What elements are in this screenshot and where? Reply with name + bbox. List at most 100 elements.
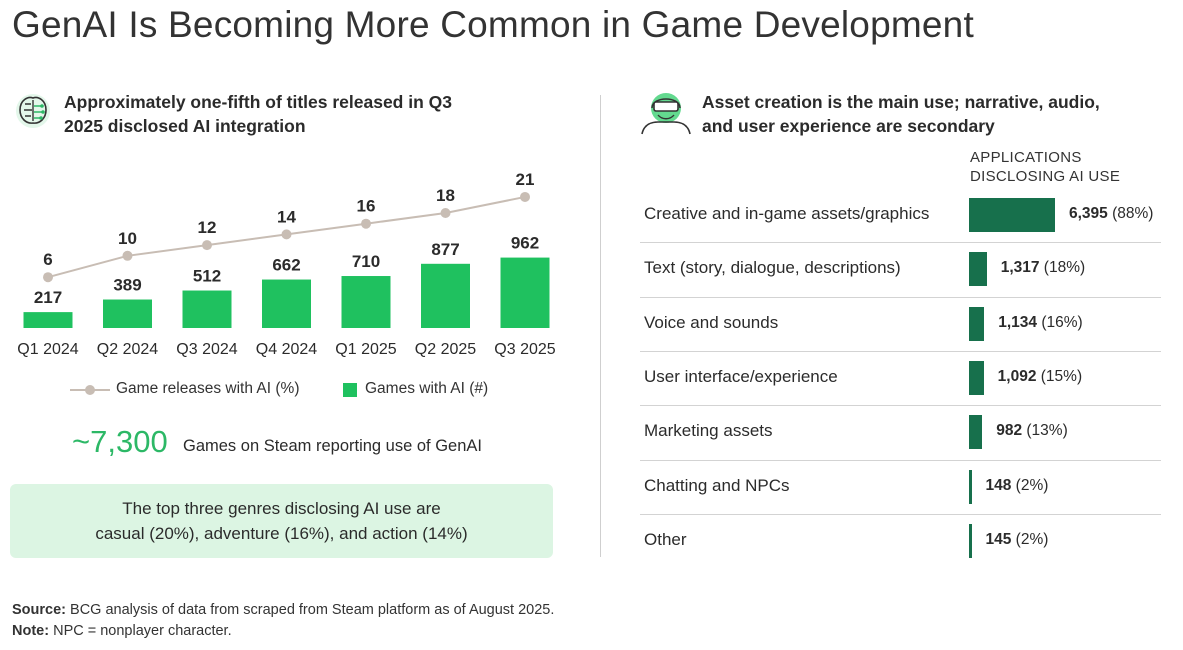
row-separator [640, 405, 1161, 407]
bar-value-label: 877 [431, 240, 459, 259]
legend-bar-label: Games with AI (#) [365, 380, 489, 397]
category-label: Creative and in-game assets/graphics [644, 204, 930, 223]
combo-chart: 217 389 512 662 710 877 962 6 10 12 14 16 18 21 Q1 202… [17, 170, 555, 358]
bar-value-label: 217 [34, 288, 62, 307]
category-percent: (18%) [1039, 259, 1086, 277]
category-count: 145 [985, 530, 1012, 548]
line-value-label: 6 [43, 250, 52, 269]
bar-games-with-ai [500, 257, 550, 328]
genre-callout: The top three genres disclosing AI use a… [10, 484, 553, 558]
category-value: 1,134 (16%) [998, 314, 1082, 332]
category-value: 982 (13%) [996, 422, 1068, 440]
bar-value-label: 962 [511, 234, 539, 253]
category-bar [969, 523, 972, 558]
vr-headset-user-icon [641, 93, 691, 135]
line-value-label: 14 [277, 207, 296, 226]
x-tick-label: Q4 2024 [256, 341, 317, 358]
category-count: 6,395 [1069, 205, 1108, 222]
right-panel-heading: Asset creation is the main use; narrativ… [702, 90, 1100, 138]
category-percent: (15%) [1036, 367, 1083, 385]
bar-games-with-ai [23, 312, 73, 328]
row-separator [640, 459, 1161, 461]
category-count: 1,317 [1000, 259, 1040, 277]
legend-line-marker [70, 385, 110, 395]
x-tick-label: Q3 2024 [176, 341, 237, 358]
line-value-label: 10 [118, 229, 137, 248]
column-header: APPLICATIONS DISCLOSING AI USE [970, 148, 1120, 186]
line-point [440, 208, 451, 218]
line-value-label: 21 [516, 170, 535, 189]
category-label: Voice and sounds [644, 312, 779, 332]
x-tick-label: Q1 2025 [335, 341, 396, 358]
column-header-line2: DISCLOSING AI USE [970, 168, 1121, 185]
bar-games-with-ai [421, 263, 470, 328]
category-value: 148 (2%) [986, 477, 1049, 495]
line-point [520, 191, 530, 202]
row-separator [640, 296, 1161, 298]
category-bar [969, 415, 983, 450]
left-heading-line2: 2025 disclosed AI integration [64, 116, 306, 136]
brain-circuit-icon [16, 94, 50, 128]
category-bar [969, 360, 984, 395]
note-text: NPC = nonplayer character. [49, 623, 232, 639]
genre-line1: The top three genres disclosing AI use a… [122, 499, 441, 518]
line-value-label: 12 [198, 218, 217, 237]
category-label: User interface/experience [644, 366, 838, 386]
category-value: 145 (2%) [986, 531, 1049, 549]
right-heading-line2: and user experience are secondary [702, 116, 995, 136]
category-percent: (2%) [1011, 530, 1049, 548]
line-value-label: 18 [436, 186, 455, 205]
page-title: GenAI Is Becoming More Common in Game De… [12, 4, 974, 45]
category-bar [969, 198, 1055, 232]
category-percent: (88%) [1107, 205, 1154, 222]
category-bar [969, 469, 972, 504]
source-text: BCG analysis of data from scraped from S… [66, 602, 555, 618]
line-value-label: 16 [357, 197, 376, 216]
legend-line-label: Game releases with AI (%) [116, 380, 300, 397]
category-label: Marketing assets [644, 421, 773, 441]
bar-games-with-ai [182, 290, 232, 328]
line-point [43, 272, 53, 283]
category-count: 982 [996, 422, 1023, 440]
category-value: 6,395 (88%) [1069, 205, 1153, 223]
genre-line2: casual (20%), adventure (16%), and actio… [95, 524, 468, 543]
line-point [122, 250, 133, 261]
bar-value-label: 662 [272, 256, 300, 275]
category-label: Other [644, 529, 687, 549]
bar-games-with-ai [341, 276, 391, 328]
left-panel-heading: Approximately one-fifth of titles releas… [64, 90, 452, 138]
category-value: 1,317 (18%) [1001, 259, 1085, 277]
x-tick-label: Q3 2025 [494, 341, 555, 358]
category-count: 1,134 [998, 313, 1038, 331]
big-stat-value: ~7,300 [72, 424, 168, 459]
category-bar [969, 252, 987, 287]
big-stat-label: Games on Steam reporting use of GenAI [183, 437, 482, 455]
category-count: 148 [985, 476, 1012, 494]
category-percent: (16%) [1037, 313, 1083, 331]
line-point [281, 229, 292, 240]
right-heading-line1: Asset creation is the main use; narrativ… [702, 92, 1100, 112]
x-tick-label: Q1 2024 [17, 341, 78, 358]
line-point [202, 240, 212, 251]
bar-value-label: 512 [193, 267, 221, 286]
row-separator [640, 350, 1161, 352]
category-bar [969, 306, 985, 341]
category-label: Text (story, dialogue, descriptions) [644, 258, 901, 278]
legend-bar-marker [343, 383, 357, 397]
source-note: Source: BCG analysis of data from scrape… [12, 602, 554, 618]
category-count: 1,092 [997, 367, 1037, 385]
bar-games-with-ai [103, 299, 152, 328]
x-tick-label: Q2 2024 [97, 341, 158, 358]
row-separator [640, 513, 1161, 515]
left-heading-line1: Approximately one-fifth of titles releas… [64, 92, 452, 112]
category-value: 1,092 (15%) [998, 368, 1082, 386]
column-header-line1: APPLICATIONS [970, 149, 1082, 166]
footer-note: Note: NPC = nonplayer character. [12, 623, 232, 639]
x-tick-label: Q2 2025 [415, 341, 476, 358]
bar-value-label: 389 [113, 276, 141, 295]
category-percent: (13%) [1022, 422, 1068, 440]
category-label: Chatting and NPCs [644, 475, 790, 495]
bar-games-with-ai [262, 279, 311, 328]
bar-value-label: 710 [352, 252, 380, 271]
line-point [361, 218, 371, 229]
